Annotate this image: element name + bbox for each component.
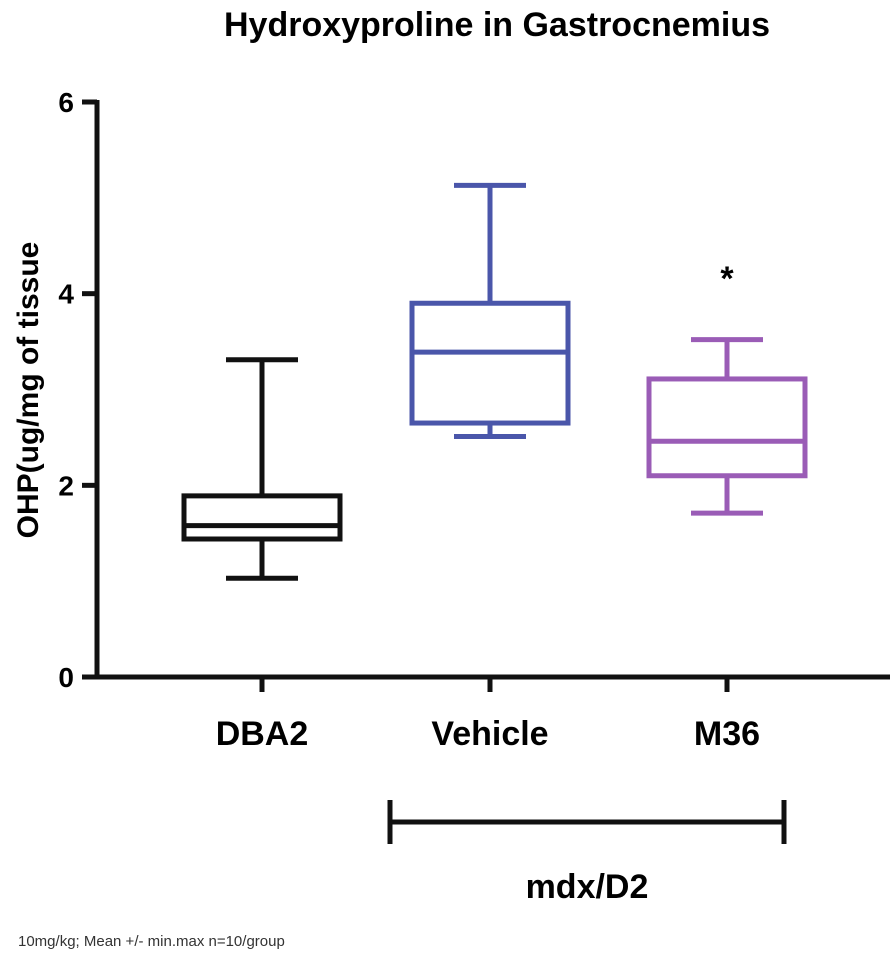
- bracket-label: mdx/D2: [526, 868, 649, 906]
- y-tick-label: 0: [58, 662, 74, 693]
- y-tick-label: 2: [58, 470, 74, 501]
- y-axis-label: OHP(ug/mg of tissue: [12, 242, 45, 539]
- box-dba2: [181, 357, 343, 581]
- footnote: 10mg/kg; Mean +/- min.max n=10/group: [18, 933, 285, 950]
- iqr-box: [646, 376, 808, 479]
- box-m36: [646, 337, 808, 516]
- x-tick-label: M36: [694, 715, 760, 753]
- group-bracket: mdx/D2: [387, 800, 787, 906]
- chart-title: Hydroxyproline in Gastrocnemius: [224, 6, 770, 44]
- box-vehicle: [409, 182, 571, 439]
- y-tick-label: 4: [58, 279, 74, 310]
- x-tick-label: Vehicle: [431, 715, 548, 753]
- iqr-box: [181, 493, 343, 542]
- iqr-box: [409, 300, 571, 426]
- significance-marker: *: [720, 260, 734, 298]
- x-tick-label: DBA2: [216, 715, 309, 753]
- y-tick-label: 6: [58, 87, 74, 118]
